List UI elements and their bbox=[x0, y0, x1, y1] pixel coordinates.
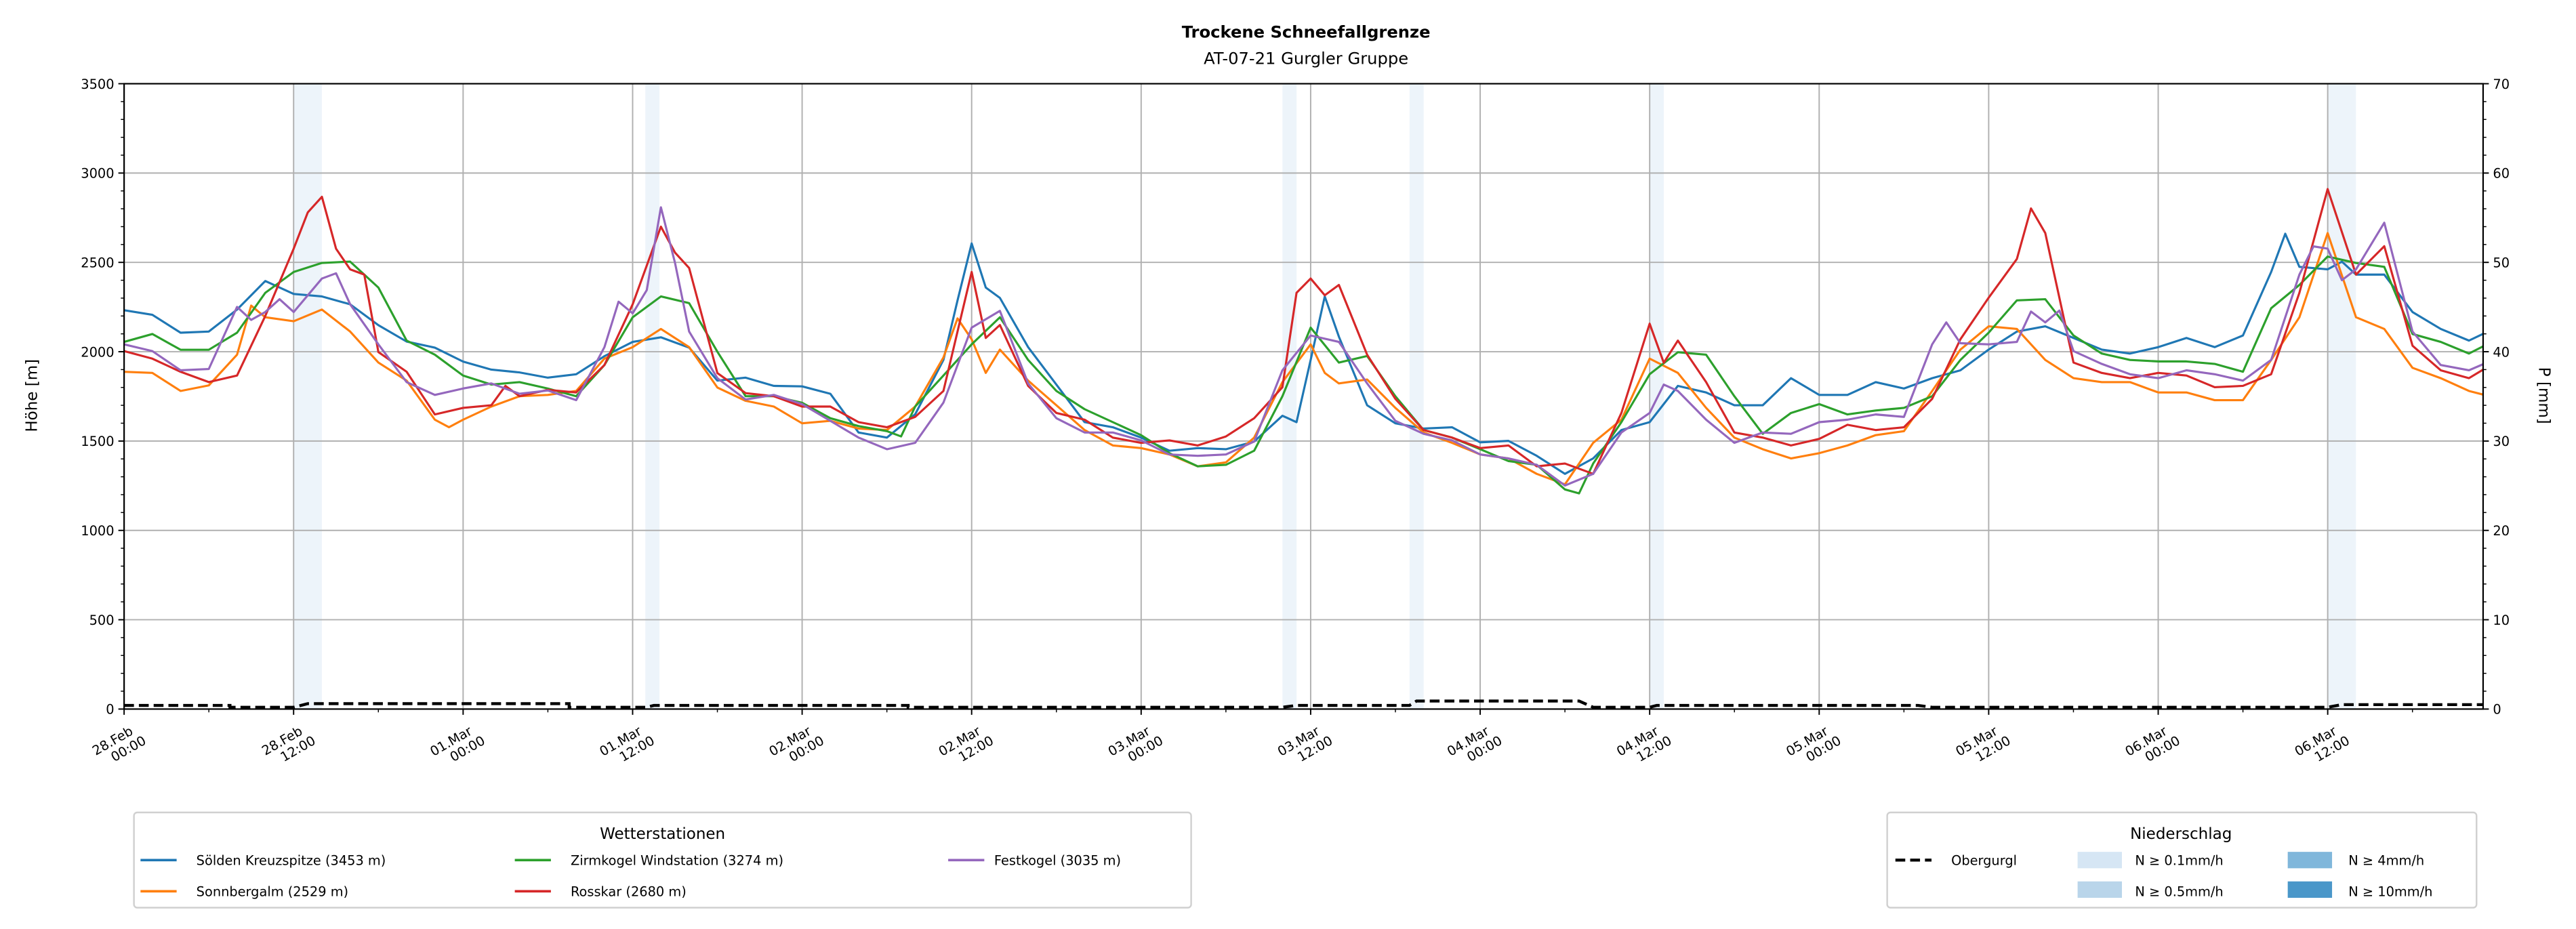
y-tick-label: 3000 bbox=[81, 166, 114, 182]
legend-item: Rosskar (2680 m) bbox=[514, 884, 687, 900]
series-line-1 bbox=[124, 232, 2484, 486]
legend-title: Wetterstationen bbox=[600, 825, 725, 843]
legend-swatch bbox=[2287, 881, 2333, 898]
y-tick-label: 1000 bbox=[81, 523, 114, 539]
y-tick-label: 1500 bbox=[81, 434, 114, 449]
precip-band bbox=[645, 83, 660, 709]
series-line-2 bbox=[123, 255, 2484, 495]
legend-label: Sölden Kreuzspitze (3453 m) bbox=[197, 853, 386, 869]
precip-line bbox=[124, 699, 2483, 709]
legend-label: Rosskar (2680 m) bbox=[571, 884, 687, 900]
legend-label: Festkogel (3035 m) bbox=[994, 853, 1121, 869]
y-tick-label: 2000 bbox=[81, 344, 114, 360]
precip-band bbox=[2327, 83, 2356, 709]
series-line-3 bbox=[123, 188, 2484, 475]
legend-item: N ≥ 4mm/h bbox=[2287, 852, 2424, 869]
series-line-4 bbox=[123, 206, 2484, 487]
y-tick-label: 500 bbox=[89, 613, 115, 628]
precip-band bbox=[293, 83, 322, 709]
y2-axis-label: P [mm] bbox=[2535, 367, 2552, 424]
y2-tick-label: 20 bbox=[2493, 523, 2510, 539]
legend-swatch bbox=[2077, 852, 2123, 869]
y-tick-label: 2500 bbox=[81, 255, 114, 270]
legend-item: Sölden Kreuzspitze (3453 m) bbox=[140, 853, 386, 869]
legend-label: Sonnbergalm (2529 m) bbox=[197, 884, 348, 900]
legend-item: N ≥ 0.5mm/h bbox=[2077, 881, 2224, 900]
legend-label: N ≥ 0.1mm/h bbox=[2135, 853, 2223, 869]
precip-band bbox=[1409, 83, 1424, 709]
legend-item: Sonnbergalm (2529 m) bbox=[140, 884, 348, 900]
y-axis-label: Höhe [m] bbox=[24, 359, 41, 432]
y2-tick-label: 40 bbox=[2493, 344, 2510, 360]
legend-item: Zirmkogel Windstation (3274 m) bbox=[514, 853, 783, 869]
y2-tick-label: 70 bbox=[2493, 77, 2510, 92]
precip-band bbox=[1282, 83, 1297, 709]
y-tick-label: 0 bbox=[106, 702, 114, 718]
chart-title: Trockene Schneefallgrenze bbox=[1182, 23, 1431, 42]
precip-legend: Niederschlag Obergurgl N ≥ 0.1mm/h N ≥ 0… bbox=[1886, 811, 2478, 909]
y2-tick-label: 30 bbox=[2493, 434, 2510, 449]
plot-frame bbox=[123, 83, 2484, 710]
legend-item: Obergurgl bbox=[1895, 853, 2017, 869]
legend-swatch bbox=[2287, 852, 2333, 869]
legend-label: N ≥ 0.5mm/h bbox=[2135, 884, 2223, 900]
series-line-0 bbox=[123, 232, 2484, 475]
y-tick-label: 3500 bbox=[81, 77, 114, 92]
legend-label: N ≥ 10mm/h bbox=[2348, 884, 2432, 900]
legend-item: N ≥ 10mm/h bbox=[2287, 881, 2432, 900]
legend-label: Zirmkogel Windstation (3274 m) bbox=[571, 853, 783, 869]
y2-tick-label: 60 bbox=[2493, 166, 2510, 182]
legend-item: N ≥ 0.1mm/h bbox=[2077, 852, 2224, 869]
chart-subtitle: AT-07-21 Gurgler Gruppe bbox=[1204, 49, 1408, 68]
obergurgl-precip-line bbox=[124, 699, 2483, 709]
y2-tick-label: 10 bbox=[2493, 613, 2510, 628]
y2-tick-label: 50 bbox=[2493, 255, 2510, 270]
series-lines bbox=[123, 188, 2484, 495]
legend-label: N ≥ 4mm/h bbox=[2348, 853, 2424, 869]
y2-tick-label: 0 bbox=[2493, 702, 2501, 718]
x-tick-label: 02.Mar12:00 bbox=[936, 720, 996, 772]
stations-legend: Wetterstationen Sölden Kreuzspitze (3453… bbox=[133, 811, 1192, 909]
legend-title: Niederschlag bbox=[2130, 825, 2232, 843]
legend-label: Obergurgl bbox=[1951, 853, 2017, 869]
legend-item: Festkogel (3035 m) bbox=[948, 853, 1121, 869]
legend-frame bbox=[133, 811, 1192, 909]
legend-swatch bbox=[2077, 881, 2123, 898]
